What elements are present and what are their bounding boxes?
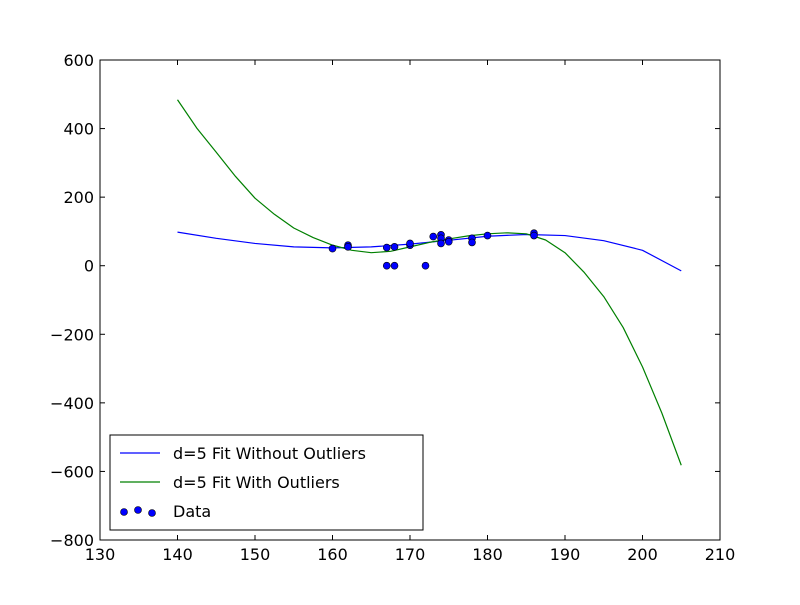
data-point xyxy=(444,237,453,246)
data-point xyxy=(437,239,445,248)
legend: d=5 Fit Without Outliers d=5 Fit With Out… xyxy=(109,434,424,531)
y-tick-label: 400 xyxy=(63,120,94,139)
data-point xyxy=(483,231,492,240)
legend-swatch-marker xyxy=(148,509,156,517)
legend-box xyxy=(109,434,424,531)
series-line-1 xyxy=(177,231,682,272)
legend-item: Data xyxy=(120,502,211,521)
y-tick-label: 0 xyxy=(84,257,94,276)
legend-item: d=5 Fit With Outliers xyxy=(120,473,340,492)
y-tick-label: −600 xyxy=(50,462,94,481)
x-tick-label: 210 xyxy=(705,545,736,564)
y-tick-label: −200 xyxy=(50,325,94,344)
x-tick-label: 190 xyxy=(550,545,581,564)
x-tick-label: 170 xyxy=(395,545,426,564)
data-point xyxy=(390,243,399,251)
legend-label: Data xyxy=(173,502,211,521)
x-tick-label: 180 xyxy=(472,545,503,564)
legend-label: d=5 Fit With Outliers xyxy=(173,473,340,492)
data-point xyxy=(328,244,337,253)
data-point xyxy=(390,261,399,270)
data-point xyxy=(421,261,430,270)
data-point xyxy=(344,243,352,251)
data-point xyxy=(382,243,391,252)
y-tick-label: −400 xyxy=(50,394,94,413)
series-line-2 xyxy=(177,99,682,466)
data-point xyxy=(530,231,538,240)
axis-ticks: 130 140 150 160 170 180 190 200 210 −800 −600 −400 −… xyxy=(50,51,735,564)
x-tick-label: 130 xyxy=(85,545,116,564)
legend-label: d=5 Fit Without Outliers xyxy=(173,444,366,463)
legend-items: d=5 Fit Without Outliers d=5 Fit With Out… xyxy=(120,444,366,521)
x-tick-label: 140 xyxy=(162,545,193,564)
data-point xyxy=(406,239,414,248)
data-point xyxy=(429,232,438,241)
legend-swatch-marker xyxy=(120,508,128,516)
data-point xyxy=(382,261,391,270)
y-tick-label: 200 xyxy=(63,188,94,207)
scatter-series xyxy=(328,229,538,270)
x-tick-label: 150 xyxy=(240,545,271,564)
x-tick-label: 160 xyxy=(317,545,348,564)
y-tick-label: 600 xyxy=(63,51,94,70)
legend-item: d=5 Fit Without Outliers xyxy=(120,444,366,463)
x-tick-label: 200 xyxy=(627,545,658,564)
y-tick-label: −800 xyxy=(50,531,94,550)
data-point xyxy=(468,238,476,247)
legend-swatch-marker xyxy=(134,506,142,514)
plot-area xyxy=(177,99,682,466)
